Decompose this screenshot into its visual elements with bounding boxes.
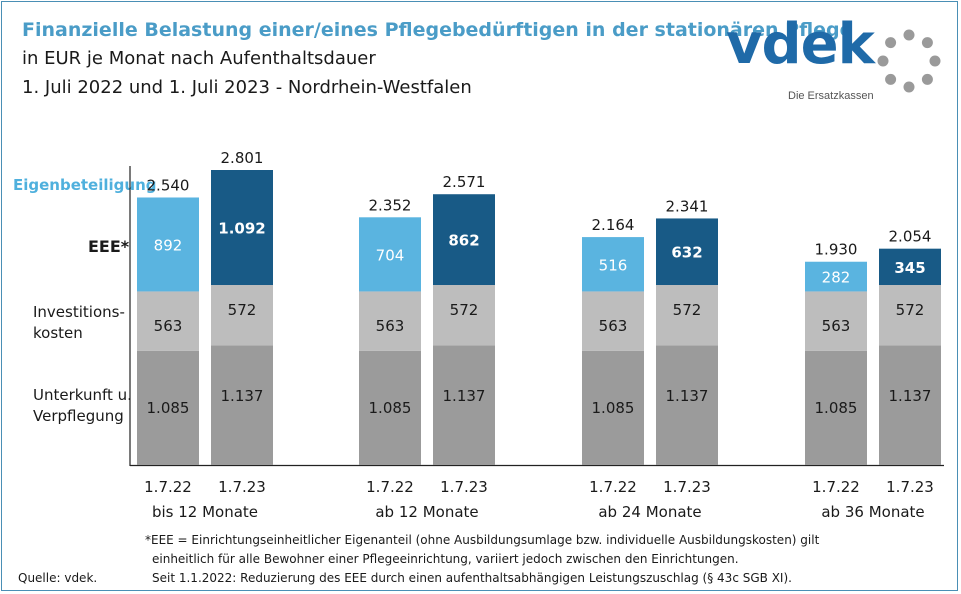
bar-eee [433, 194, 495, 286]
label-invest-value: 572 [896, 301, 925, 319]
label-invest-value: 572 [450, 301, 479, 319]
label-total-value: 2.801 [221, 149, 264, 167]
footnote-line2: einheitlich für alle Bewohner einer Pfle… [152, 552, 739, 566]
label-invest-value: 563 [376, 317, 405, 335]
label-investitionskosten-line2: kosten [33, 324, 83, 342]
x-tick-date: 1.7.22 [589, 478, 637, 496]
bar-unterkunft [582, 350, 644, 465]
bar-unterkunft [211, 345, 273, 465]
label-unterkunft-value: 1.085 [815, 399, 858, 417]
bar-unterkunft [879, 345, 941, 465]
label-unterkunft-line2: Verpflegung [33, 407, 124, 425]
chart-subtitle-date: 1. Juli 2022 und 1. Juli 2023 - Nordrhei… [22, 77, 472, 98]
x-tick-date: 1.7.23 [218, 478, 266, 496]
label-unterkunft-value: 1.137 [889, 387, 932, 405]
bar-eee [137, 197, 199, 292]
x-tick-date: 1.7.22 [144, 478, 192, 496]
bar-eee [359, 217, 421, 292]
label-unterkunft-value: 1.085 [147, 399, 190, 417]
label-total-value: 2.341 [666, 197, 709, 215]
bar-investitionskosten [805, 291, 867, 351]
label-investitionskosten: Investitions- kosten [33, 302, 125, 344]
x-group-label: ab 24 Monate [598, 503, 701, 521]
source-note: Quelle: vdek. [18, 571, 98, 585]
bar-investitionskosten [582, 291, 644, 351]
bar-investitionskosten [879, 285, 941, 346]
label-eee-value: 862 [448, 232, 479, 250]
bar-eee [211, 170, 273, 286]
x-tick-date: 1.7.22 [812, 478, 860, 496]
bar-eee [805, 261, 867, 292]
label-investitionskosten-line1: Investitions- [33, 303, 125, 321]
label-invest-value: 572 [228, 301, 257, 319]
label-eee-value: 516 [599, 256, 628, 274]
label-invest-value: 572 [673, 301, 702, 319]
x-group-label: ab 12 Monate [375, 503, 478, 521]
x-group-label: ab 36 Monate [821, 503, 924, 521]
label-invest-value: 563 [822, 317, 851, 335]
label-unterkunft-value: 1.137 [221, 387, 264, 405]
bar-investitionskosten [211, 285, 273, 346]
bar-investitionskosten [359, 291, 421, 351]
label-eee-value: 892 [154, 236, 183, 254]
bar-unterkunft [137, 350, 199, 465]
label-eee-value: 704 [376, 246, 405, 264]
label-total-value: 2.571 [443, 173, 486, 191]
label-eee-value: 345 [894, 259, 925, 277]
x-tick-date: 1.7.23 [663, 478, 711, 496]
label-unterkunft-line1: Unterkunft u. [33, 386, 132, 404]
logo-subtitle: Die Ersatzkassen [788, 90, 874, 102]
bar-unterkunft [656, 345, 718, 465]
x-tick-date: 1.7.23 [886, 478, 934, 496]
label-eigenbeteiligung: Eigenbeteiligung [13, 176, 157, 194]
label-eee: EEE* [88, 237, 130, 256]
label-total-value: 2.054 [889, 228, 932, 246]
label-unterkunft-value: 1.085 [369, 399, 412, 417]
label-unterkunft: Unterkunft u. Verpflegung [33, 385, 132, 427]
label-unterkunft-value: 1.085 [592, 399, 635, 417]
bar-investitionskosten [137, 291, 199, 351]
label-total-value: 2.352 [369, 196, 412, 214]
chart-title: Finanzielle Belastung einer/eines Pflege… [22, 19, 853, 41]
label-unterkunft-value: 1.137 [666, 387, 709, 405]
bar-investitionskosten [656, 285, 718, 346]
label-eee-value: 282 [822, 269, 851, 287]
bar-eee [582, 237, 644, 292]
x-tick-date: 1.7.22 [366, 478, 414, 496]
x-group-label: bis 12 Monate [152, 503, 258, 521]
bar-unterkunft [433, 345, 495, 465]
bar-unterkunft [359, 350, 421, 465]
footnote-line3: Seit 1.1.2022: Reduzierung des EEE durch… [152, 571, 792, 585]
bar-eee [656, 218, 718, 286]
bar-investitionskosten [433, 285, 495, 346]
vdek-logo: vdek Die Ersatzkassen [726, 12, 946, 106]
footnote-line1: *EEE = Einrichtungseinheitlicher Eigenan… [145, 533, 820, 547]
label-unterkunft-value: 1.137 [443, 387, 486, 405]
x-tick-date: 1.7.23 [440, 478, 488, 496]
bar-eee [879, 248, 941, 286]
logo-wordmark: vdek [726, 12, 875, 77]
bar-unterkunft [805, 350, 867, 465]
label-total-value: 2.164 [592, 216, 635, 234]
label-invest-value: 563 [154, 317, 183, 335]
label-invest-value: 563 [599, 317, 628, 335]
label-total-value: 1.930 [815, 241, 858, 259]
label-eee-value: 1.092 [218, 220, 265, 238]
logo-ring-icon [877, 29, 941, 93]
chart-subtitle: in EUR je Monat nach Aufenthaltsdauer [22, 48, 376, 69]
label-eee-value: 632 [671, 244, 702, 262]
label-total-value: 2.540 [147, 176, 190, 194]
